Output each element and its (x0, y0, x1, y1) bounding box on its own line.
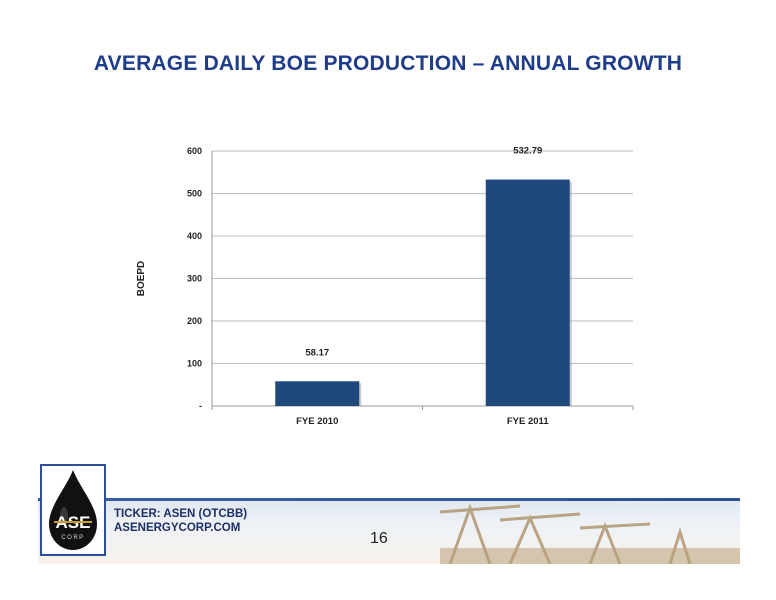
pumpjack-image (440, 503, 740, 564)
bar-chart: - 100 200 300 400 500 600 58.17 FYE 2010 532.79 FY… (136, 146, 634, 427)
ase-logo: ASE CORP (40, 464, 106, 556)
website-text: ASENERGYCORP.COM (114, 522, 241, 534)
y-axis-label: BOEPD (136, 261, 147, 297)
data-label: 58.17 (305, 347, 329, 358)
y-tick-label: 200 (187, 316, 202, 326)
data-label: 532.79 (513, 146, 542, 157)
x-tick-label: FYE 2011 (507, 416, 549, 427)
oil-drop-icon: ASE CORP (49, 470, 97, 550)
logo-subtext: CORP (61, 535, 84, 541)
y-tick-label: - (199, 401, 202, 411)
y-tick-label: 500 (187, 189, 202, 199)
y-tick-label: 400 (187, 231, 202, 241)
slide-title: AVERAGE DAILY BOE PRODUCTION – ANNUAL GR… (93, 52, 683, 75)
bar-2 (485, 179, 570, 406)
bar-1 (275, 381, 360, 406)
ticker-info: TICKER: ASEN (OTCBB) ASENERGYCORP.COM (114, 507, 247, 535)
x-tick-label: FYE 2010 (296, 416, 338, 427)
y-tick-label: 300 (187, 274, 202, 284)
ticker-text: TICKER: ASEN (OTCBB) (114, 508, 248, 520)
y-tick-label: 600 (187, 146, 202, 156)
y-tick-label: 100 (187, 359, 202, 369)
page-number: 16 (370, 530, 388, 547)
